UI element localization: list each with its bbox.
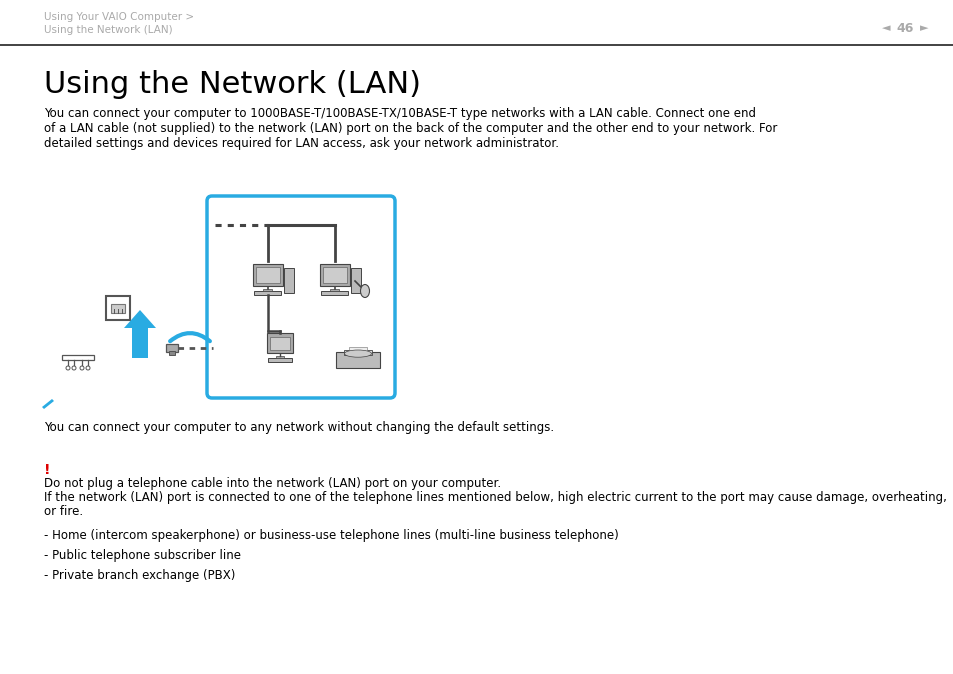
Text: Using the Network (LAN): Using the Network (LAN) [44, 70, 420, 99]
Text: You can connect your computer to any network without changing the default settin: You can connect your computer to any net… [44, 421, 554, 434]
Bar [270, 337, 290, 350]
FancyBboxPatch shape [207, 196, 395, 398]
Text: detailed settings and devices required for LAN access, ask your network administ: detailed settings and devices required f… [44, 137, 558, 150]
Text: ◄: ◄ [882, 23, 889, 33]
Ellipse shape [360, 284, 369, 297]
Bar [319, 264, 350, 286]
Bar [336, 352, 379, 368]
Bar [351, 268, 361, 293]
Text: Do not plug a telephone cable into the network (LAN) port on your computer.: Do not plug a telephone cable into the n… [44, 477, 500, 490]
Text: If the network (LAN) port is connected to one of the telephone lines mentioned b: If the network (LAN) port is connected t… [44, 491, 946, 504]
Bar [256, 267, 279, 283]
Polygon shape [42, 399, 54, 409]
Bar [169, 351, 174, 355]
Text: of a LAN cable (not supplied) to the network (LAN) port on the back of the compu: of a LAN cable (not supplied) to the net… [44, 122, 777, 135]
Text: Using the Network (LAN): Using the Network (LAN) [44, 25, 172, 35]
Text: !: ! [44, 463, 51, 477]
Bar [276, 356, 283, 359]
Text: Using Your VAIO Computer >: Using Your VAIO Computer > [44, 12, 193, 22]
Polygon shape [42, 407, 46, 411]
Bar [111, 304, 125, 313]
Bar [267, 333, 293, 353]
Text: or fire.: or fire. [44, 505, 83, 518]
Text: ►: ► [919, 23, 927, 33]
Bar [330, 288, 339, 291]
Bar [349, 347, 367, 352]
Text: - Private branch exchange (PBX): - Private branch exchange (PBX) [44, 569, 235, 582]
Bar [62, 355, 94, 360]
Circle shape [86, 366, 90, 370]
Circle shape [66, 366, 70, 370]
Bar [254, 291, 281, 295]
Circle shape [71, 366, 76, 370]
Bar [321, 291, 348, 295]
Bar [106, 296, 130, 320]
Bar [268, 359, 292, 362]
Bar [263, 288, 273, 291]
Bar [343, 350, 372, 355]
Text: 46: 46 [896, 22, 913, 35]
Bar [284, 268, 294, 293]
Bar [166, 344, 178, 352]
Bar [323, 267, 346, 283]
Text: You can connect your computer to 1000BASE-T/100BASE-TX/10BASE-T type networks wi: You can connect your computer to 1000BAS… [44, 107, 755, 120]
Circle shape [80, 366, 84, 370]
FancyArrowPatch shape [170, 333, 210, 341]
Polygon shape [124, 310, 156, 358]
Ellipse shape [344, 350, 371, 357]
Text: - Home (intercom speakerphone) or business-use telephone lines (multi-line busin: - Home (intercom speakerphone) or busine… [44, 529, 618, 542]
Text: - Public telephone subscriber line: - Public telephone subscriber line [44, 549, 241, 562]
Bar [253, 264, 283, 286]
